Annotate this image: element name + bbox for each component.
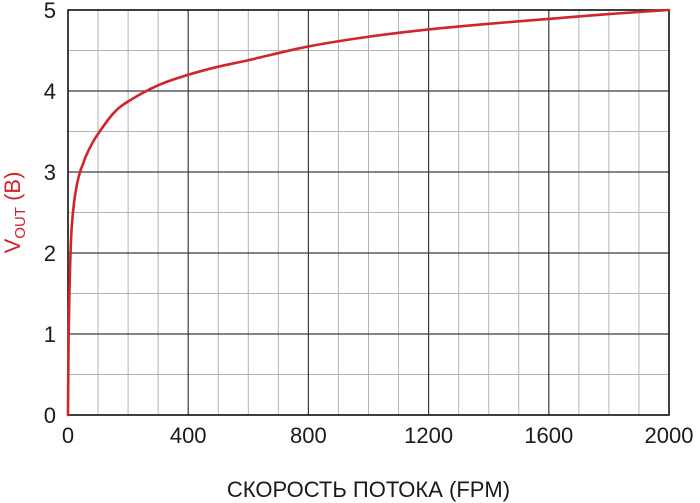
x-tick-label: 800	[290, 423, 327, 448]
minor-grid	[68, 10, 669, 415]
y-tick-label: 2	[44, 241, 56, 266]
y-axis-label-main: V	[0, 238, 25, 253]
x-tick-label: 1200	[404, 423, 453, 448]
y-tick-labels: 0 1 2 3 4 5	[44, 0, 56, 428]
y-axis-label: VOUT (В)	[0, 172, 29, 254]
y-tick-label: 0	[44, 403, 56, 428]
x-tick-label: 0	[62, 423, 74, 448]
x-tick-label: 1600	[524, 423, 573, 448]
y-axis-label-sub: OUT	[12, 207, 29, 239]
series-group	[66, 8, 671, 417]
x-tick-label: 400	[170, 423, 207, 448]
y-tick-label: 3	[44, 160, 56, 185]
series-line	[66, 8, 671, 417]
y-axis-label-rest: (В)	[0, 172, 25, 207]
y-tick-label: 5	[44, 0, 56, 23]
x-tick-label: 2000	[645, 423, 694, 448]
x-axis-label: СКОРОСТЬ ПОТОКА (FPM)	[227, 477, 510, 502]
plot-frame	[67, 9, 670, 416]
y-tick-label: 1	[44, 322, 56, 347]
x-tick-labels: 0 400 800 1200 1600 2000	[62, 423, 694, 448]
y-tick-label: 4	[44, 79, 56, 104]
